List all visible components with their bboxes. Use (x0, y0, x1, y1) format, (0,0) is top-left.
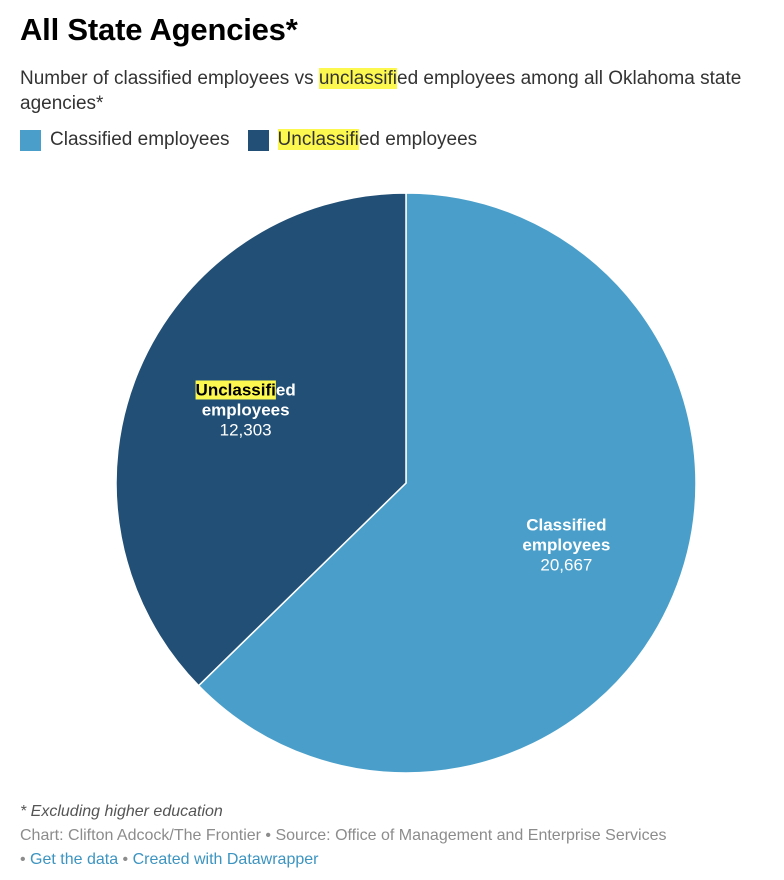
subtitle-highlight: unclassifi (318, 68, 397, 89)
slice-label-line1: Classified (526, 516, 606, 535)
slice-label-classified: Classified employees 20,667 (522, 516, 610, 575)
legend-label-unclassified: Unclassified employees (277, 129, 478, 151)
slice-value-label: 20,667 (540, 556, 592, 575)
slice-label-line2: employees (522, 536, 610, 555)
chart-title: All State Agencies* (20, 12, 298, 47)
bullet: • (20, 851, 31, 868)
slice-label-unclassified: Unclassified employees 12,303 (196, 380, 296, 439)
legend-item-classified: Classified employees (20, 129, 230, 151)
slice-label-highlight: Unclassifi (196, 380, 276, 399)
chart-subtitle: Number of classified employees vs unclas… (20, 66, 775, 116)
legend-swatch-classified (20, 129, 41, 151)
created-with-datawrapper-link[interactable]: Created with Datawrapper (132, 851, 319, 868)
legend-label-rest: ed employees (358, 129, 478, 150)
subtitle-part-2: ed employees among all Oklahoma state ag… (20, 68, 742, 114)
legend-swatch-unclassified (247, 129, 269, 151)
pie-slice-unclassified (115, 192, 407, 687)
chart-legend: Classified employees Unclassified employ… (20, 129, 495, 151)
slice-label-line1: Unclassified (196, 380, 296, 399)
legend-item-unclassified: Unclassified employees (247, 129, 478, 151)
links-line: • Get the data • Created with Datawrappe… (20, 848, 770, 872)
slice-value-label: 12,303 (220, 420, 272, 439)
credit-line: Chart: Clifton Adcock/The Frontier • Sou… (20, 827, 667, 844)
legend-label-classified: Classified employees (50, 129, 230, 150)
footnote: * Excluding higher education (20, 803, 223, 820)
chart-footer: * Excluding higher education Chart: Clif… (20, 800, 770, 872)
get-the-data-link[interactable]: Get the data (30, 851, 119, 868)
pie-slices (115, 192, 697, 774)
slice-label-line2: employees (202, 400, 290, 419)
pie-slice-classified (197, 192, 697, 774)
separator: • (118, 851, 133, 868)
slice-label-rest: ed (276, 380, 296, 399)
subtitle-part-1: Number of classified employees vs (20, 68, 319, 89)
legend-label-highlight: Unclassifi (277, 129, 359, 150)
slice-label-highlight-bg (195, 380, 276, 400)
